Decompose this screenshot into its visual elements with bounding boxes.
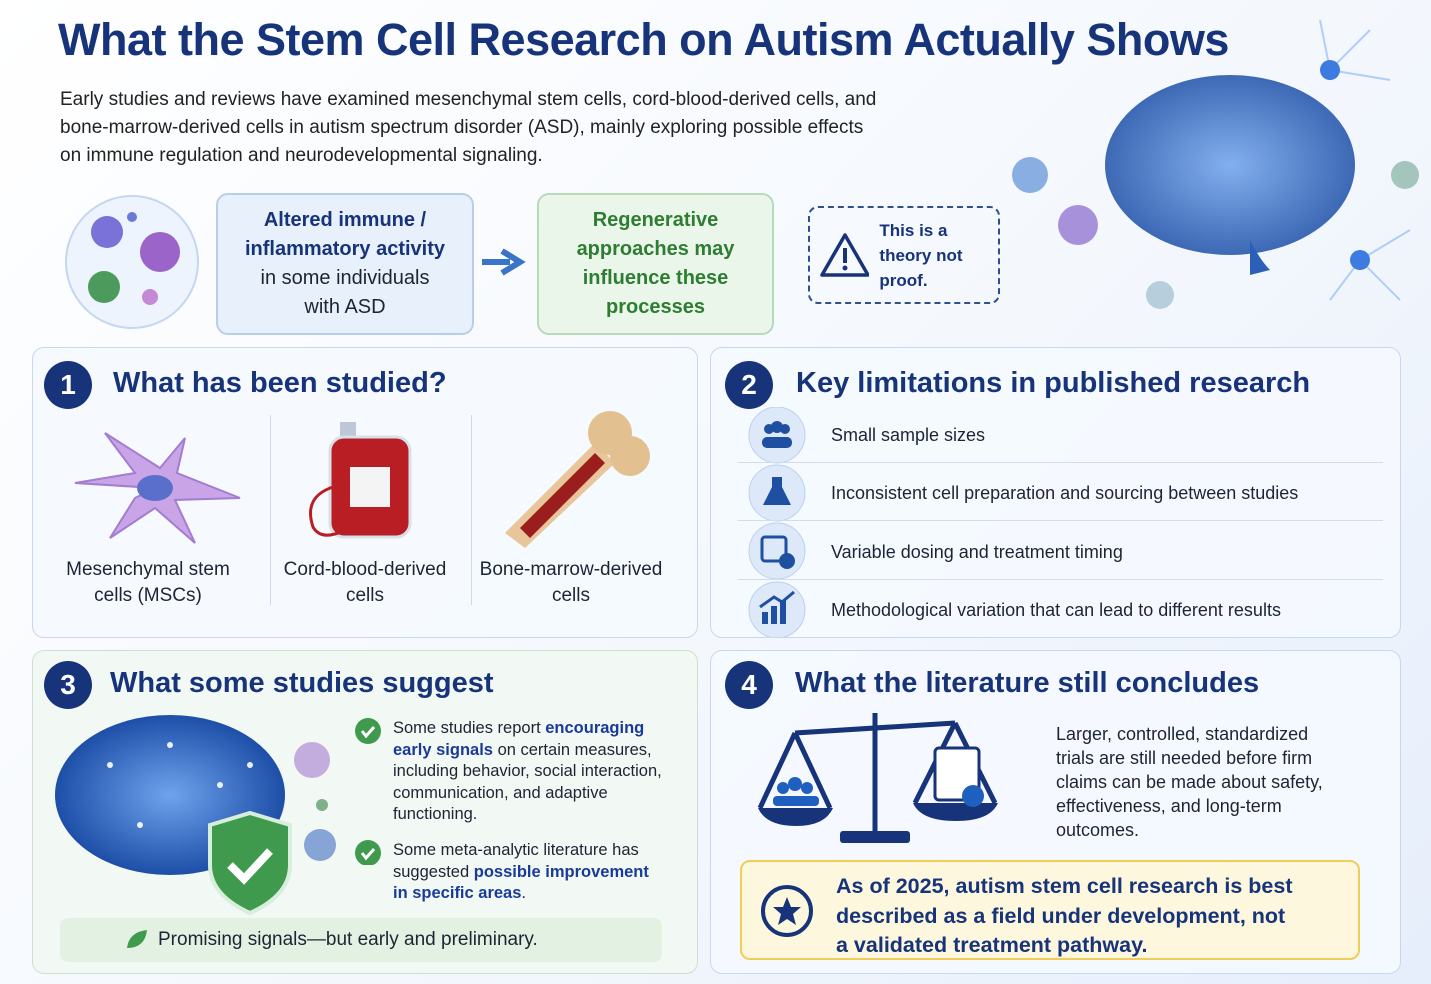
leaf-icon: [127, 930, 147, 948]
section-title: What has been studied?: [113, 367, 447, 399]
divider: [471, 415, 472, 605]
intro: Early studies and reviews have examined …: [60, 89, 877, 166]
flow-arrow: [482, 248, 526, 276]
section-number: 4: [725, 661, 773, 709]
section-title: What some studies suggest: [110, 667, 494, 699]
limitation-item: Variable dosing and treatment timing: [831, 542, 1123, 562]
warning-icon: [820, 233, 870, 277]
section-number: 3: [44, 661, 92, 709]
section-title: What the literature still concludes: [795, 667, 1260, 699]
text: on certain measures, including behavior,…: [393, 740, 662, 824]
suggest-point: Some studies report encouraging early si…: [393, 718, 683, 826]
star-icon: [761, 885, 813, 937]
section-number: 2: [725, 361, 773, 409]
check-icons: [355, 718, 381, 865]
text: Some meta-analytic literature has sugges…: [393, 841, 639, 881]
banner-text: Promising signals—but early and prelimin…: [158, 929, 538, 950]
studied-item: Cord-blood-derived cells: [283, 559, 447, 606]
flow-box-regenerative-text: Regenerative approaches may influence th…: [576, 209, 735, 318]
brain-shield-icon: [55, 715, 336, 915]
theory-note: This is a theory not proof.: [808, 206, 1000, 304]
suggest-banner: Promising signals—but early and prelimin…: [60, 918, 662, 962]
limitation-item: Methodological variation that can lead t…: [831, 600, 1281, 620]
highlight: possible improvement in specific areas: [393, 862, 649, 903]
separator: [738, 520, 1383, 521]
scale-icon: [757, 713, 998, 843]
highlight: encouraging early signals: [393, 719, 645, 759]
section-title: Key limitations in published research: [796, 367, 1311, 399]
limitation-item: Inconsistent cell preparation and sourci…: [831, 483, 1299, 503]
flow-box-immune-text: in some individuals with ASD: [260, 267, 430, 318]
conclusion-callout: As of 2025, autism stem cell research is…: [740, 860, 1360, 960]
text: Some studies report: [393, 719, 546, 737]
text: .: [521, 884, 527, 902]
section-number: 1: [44, 361, 92, 409]
limitation-icons: [748, 407, 806, 637]
title: What the Stem Cell Research on Autism Ac…: [58, 14, 1229, 65]
callout-text: As of 2025, autism stem cell research is…: [836, 874, 1293, 957]
conclusion-text: Larger, controlled, standardized trials …: [1056, 724, 1323, 840]
panel-limitations: [710, 347, 1401, 638]
blood-bag-icon: [309, 422, 412, 539]
studied-item: Mesenchymal stem cells (MSCs): [66, 559, 230, 606]
limitation-item: Small sample sizes: [831, 425, 986, 445]
flow-box-immune: Altered immune / inflammatory activity i…: [216, 193, 474, 335]
cells-icon: [65, 195, 199, 329]
separator: [738, 579, 1383, 580]
msc-icon: [74, 432, 241, 544]
bone-icon: [505, 411, 650, 548]
divider: [270, 415, 271, 605]
separator: [738, 462, 1383, 463]
suggest-point: Some meta-analytic literature has sugges…: [393, 840, 668, 905]
flow-box-regenerative: Regenerative approaches may influence th…: [537, 193, 774, 335]
flow-box-immune-bold: Altered immune / inflammatory activity: [244, 209, 446, 260]
studied-item: Bone-marrow-derived cells: [479, 559, 663, 606]
theory-note-text: This is a theory not proof.: [879, 220, 963, 290]
brain-decoration: [1012, 19, 1419, 309]
